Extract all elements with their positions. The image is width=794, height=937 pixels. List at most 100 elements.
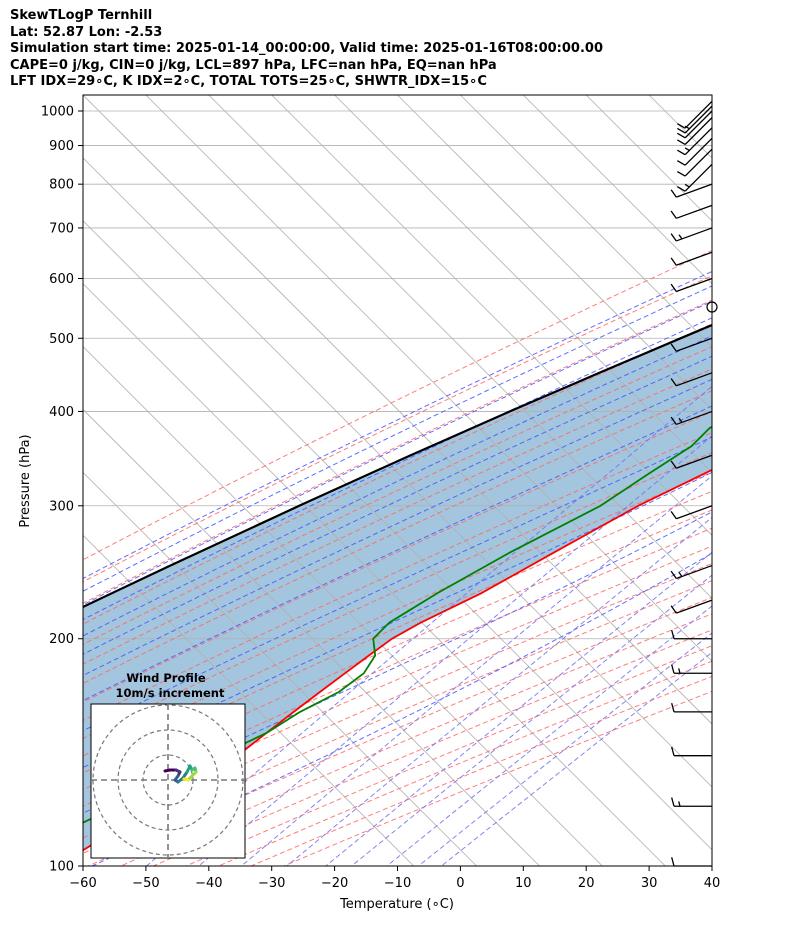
x-tick-label: −30 bbox=[258, 876, 285, 891]
wind-barb bbox=[670, 372, 713, 387]
x-tick-label: −10 bbox=[384, 876, 411, 891]
dry-adiabat bbox=[83, 580, 712, 854]
wind-barb bbox=[670, 251, 713, 266]
dry-adiabat bbox=[83, 368, 712, 665]
y-tick-label: 1000 bbox=[41, 104, 74, 119]
x-axis-label: Temperature (∘C) bbox=[339, 897, 454, 912]
moist-adiabat bbox=[83, 300, 712, 606]
wind-barb bbox=[670, 410, 713, 426]
dry-adiabat bbox=[83, 545, 712, 823]
dry-adiabat bbox=[83, 346, 712, 645]
x-tick-label: −50 bbox=[132, 876, 159, 891]
isotherm-line bbox=[208, 95, 712, 599]
dry-adiabat bbox=[83, 451, 712, 739]
wind-barb bbox=[670, 599, 713, 614]
isotherm-line bbox=[523, 95, 712, 285]
y-tick-label: 500 bbox=[49, 332, 74, 347]
y-tick-label: 900 bbox=[49, 139, 74, 154]
wind-barb bbox=[671, 664, 712, 674]
dewpoint-line bbox=[83, 425, 712, 824]
wind-barb bbox=[671, 746, 712, 757]
y-axis-label: Pressure (hPa) bbox=[18, 434, 33, 527]
wind-barb bbox=[670, 183, 713, 198]
dry-adiabat bbox=[83, 562, 712, 839]
mixing-ratio-line bbox=[418, 632, 712, 866]
y-tick-label: 200 bbox=[49, 632, 74, 647]
wind-barb bbox=[670, 277, 713, 293]
x-tick-label: 0 bbox=[456, 876, 464, 891]
wind-barb bbox=[670, 454, 713, 469]
hodograph bbox=[91, 704, 245, 858]
moist-adiabat bbox=[83, 355, 712, 655]
isotherm-line bbox=[271, 95, 712, 536]
isotherm-line bbox=[711, 95, 712, 96]
isotherm-line bbox=[83, 157, 712, 788]
dry-adiabat bbox=[83, 323, 712, 625]
y-axis: 1000 900 800 700 600 500 400 300 200 100 bbox=[41, 104, 83, 875]
isotherm-line bbox=[83, 471, 477, 866]
isotherm-line bbox=[145, 95, 712, 662]
moist-adiabat bbox=[83, 285, 712, 592]
moist-adiabat bbox=[83, 405, 712, 702]
wind-barb bbox=[677, 100, 713, 129]
isotherm-line bbox=[83, 95, 712, 725]
dry-adiabat bbox=[185, 645, 712, 866]
wind-barb bbox=[670, 505, 713, 520]
isotherm-line bbox=[83, 220, 712, 851]
y-tick-label: 700 bbox=[49, 221, 74, 236]
moist-adiabat bbox=[83, 436, 712, 732]
inset-title: Wind Profile bbox=[126, 671, 206, 685]
stability-params-2: LFT IDX=29∘C, K IDX=2∘C, TOTAL TOTS=25∘C… bbox=[10, 74, 487, 89]
wind-barb bbox=[677, 163, 713, 192]
time-text: Simulation start time: 2025-01-14_00:00:… bbox=[10, 41, 603, 56]
x-tick-label: −20 bbox=[321, 876, 348, 891]
x-tick-label: 20 bbox=[578, 876, 595, 891]
wind-barb bbox=[670, 564, 713, 580]
moist-adiabat bbox=[83, 270, 712, 580]
isotherm-line bbox=[397, 95, 712, 411]
isotherm-line bbox=[83, 283, 666, 866]
chart-header: SkewTLogP Ternhill Lat: 52.87 Lon: -2.53… bbox=[10, 8, 603, 91]
wind-barb bbox=[670, 204, 713, 219]
wind-barb bbox=[671, 797, 712, 807]
dry-adiabat bbox=[83, 275, 712, 583]
moist-adiabat bbox=[92, 552, 712, 866]
wind-barb bbox=[671, 629, 712, 640]
wind-barb bbox=[671, 703, 712, 713]
isotherm-line bbox=[83, 408, 540, 866]
gridlines bbox=[83, 110, 712, 866]
x-tick-label: 40 bbox=[704, 876, 721, 891]
mixing-ratio-line bbox=[386, 605, 712, 866]
y-tick-label: 100 bbox=[49, 860, 74, 875]
y-tick-label: 300 bbox=[49, 499, 74, 514]
wind-barb bbox=[670, 337, 713, 352]
wind-barb bbox=[677, 110, 713, 139]
x-axis: −60 −50 −40 −30 −20 −10 0 10 20 30 40 bbox=[69, 866, 720, 891]
dry-adiabat bbox=[283, 690, 712, 866]
temperature-line bbox=[83, 468, 712, 852]
location-text: Lat: 52.87 Lon: -2.53 bbox=[10, 24, 163, 40]
moist-adiabat bbox=[83, 317, 712, 621]
moist-adiabat bbox=[83, 378, 712, 677]
stability-params-1: CAPE=0 j/kg, CIN=0 j/kg, LCL=897 hPa, LF… bbox=[10, 57, 497, 73]
profiles bbox=[83, 323, 712, 852]
chart-title: SkewTLogP Ternhill bbox=[10, 8, 153, 23]
wind-barbs bbox=[670, 100, 718, 867]
y-tick-label: 600 bbox=[49, 272, 74, 287]
isotherm-line bbox=[83, 534, 414, 866]
mixing-ratio-lines bbox=[146, 385, 712, 866]
mixing-ratio-line bbox=[351, 574, 712, 866]
y-tick-label: 400 bbox=[49, 405, 74, 420]
wind-barb bbox=[677, 137, 713, 166]
dry-adiabat bbox=[153, 629, 712, 866]
y-tick-label: 800 bbox=[49, 178, 74, 193]
wind-barb bbox=[677, 148, 713, 177]
wind-barb bbox=[677, 105, 713, 134]
mixing-ratio-line bbox=[146, 385, 712, 866]
wind-profile-inset: Wind Profile 10m/s increment bbox=[90, 671, 246, 859]
isotherm-line bbox=[460, 95, 712, 348]
hodograph-segment bbox=[182, 777, 190, 782]
wind-barb bbox=[670, 227, 713, 242]
isotherm-line bbox=[334, 95, 712, 473]
